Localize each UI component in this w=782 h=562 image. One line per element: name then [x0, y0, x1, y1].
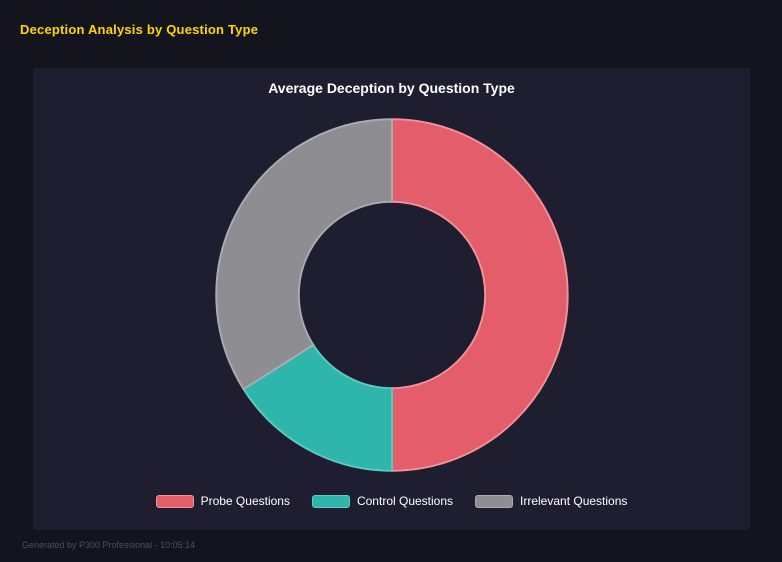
legend-label: Control Questions — [356, 494, 454, 508]
donut-chart — [214, 118, 569, 472]
footer-text: Generated by P300 Professional - 10:05:1… — [22, 540, 196, 550]
donut-slice-1[interactable] — [390, 118, 569, 472]
legend-item-control-questions[interactable]: Control Questions — [311, 494, 454, 508]
legend-label: Probe Questions — [200, 494, 290, 508]
donut-chart-container — [203, 106, 581, 484]
legend-item-irrelevant-questions[interactable]: Irrelevant Questions — [475, 494, 627, 508]
legend-swatch — [475, 494, 514, 508]
chart-legend: Probe Questions Control Questions Irrele… — [155, 494, 627, 508]
legend-swatch — [155, 494, 194, 508]
legend-item-probe-questions[interactable]: Probe Questions — [155, 494, 290, 508]
donut-slice-3[interactable] — [214, 118, 393, 391]
legend-label: Irrelevant Questions — [520, 494, 628, 508]
chart-panel: Average Deception by Question Type Probe… — [33, 68, 750, 530]
legend-swatch — [311, 494, 350, 508]
page-title: Deception Analysis by Question Type — [20, 22, 259, 37]
chart-title: Average Deception by Question Type — [268, 80, 515, 96]
